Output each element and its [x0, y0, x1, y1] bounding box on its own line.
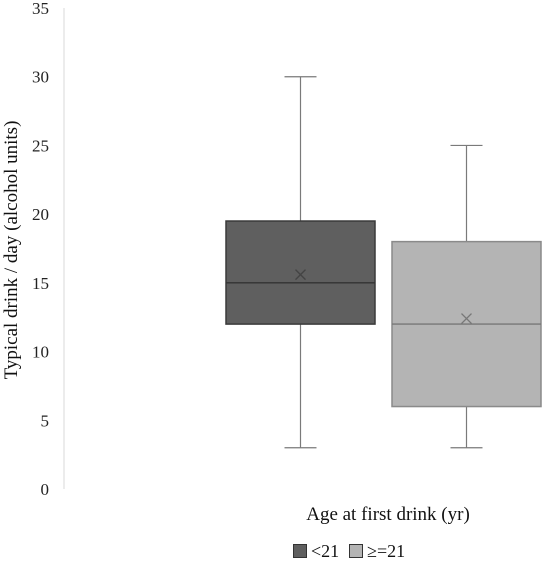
box-ge21 [391, 144, 542, 449]
y-tick-label: 30 [32, 68, 49, 87]
box-lt21 [225, 76, 376, 449]
y-tick-label: 10 [32, 343, 49, 362]
legend-item-ge21: ≥=21 [349, 541, 405, 562]
legend: <21 ≥=21 [293, 540, 415, 562]
y-tick-label: 5 [41, 411, 50, 430]
y-tick-label: 25 [32, 136, 49, 155]
legend-label-lt21: <21 [311, 540, 340, 561]
y-tick-label: 0 [41, 480, 50, 499]
x-axis-title: Age at first drink (yr) [306, 504, 470, 525]
boxes-group [225, 76, 542, 449]
mean-marker [461, 313, 472, 325]
iqr-box [225, 220, 376, 325]
legend-label-ge21: ≥=21 [367, 540, 406, 561]
boxplot-chart: 0 5 10 15 20 25 30 35 Typical drink / day (alco… [1, 0, 542, 525]
y-tick-label: 35 [32, 0, 49, 18]
y-tick-label: 20 [32, 205, 49, 224]
legend-item-lt21: <21 [293, 541, 339, 562]
legend-swatch-lt21 [293, 544, 307, 558]
mean-marker [295, 269, 306, 281]
y-tick-labels: 0 5 10 15 20 25 30 35 [32, 0, 49, 499]
y-tick-label: 15 [32, 274, 49, 293]
legend-swatch-ge21 [349, 544, 364, 558]
y-axis-title: Typical drink / day (alcohol units) [1, 121, 22, 380]
